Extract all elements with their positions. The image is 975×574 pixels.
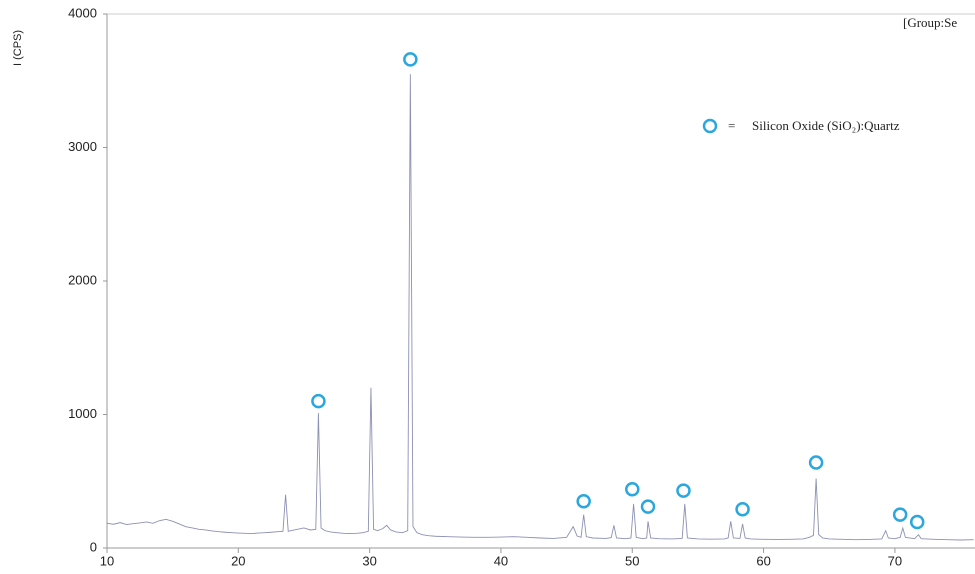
x-tick-label: 40 xyxy=(494,553,508,568)
phase-marker xyxy=(576,494,591,509)
y-tick-label: 2000 xyxy=(68,272,97,287)
y-tick-label: 4000 xyxy=(68,5,97,20)
phase-marker xyxy=(892,507,908,522)
y-tick-label: 1000 xyxy=(68,406,97,421)
phase-marker xyxy=(403,52,418,67)
y-tick-label: 0 xyxy=(90,539,97,554)
legend-label: Silicon Oxide (SiO₂):Quartz xyxy=(752,118,900,133)
chart-title: [Group:Se xyxy=(903,15,957,30)
phase-marker xyxy=(808,455,824,470)
x-tick-label: 60 xyxy=(756,553,770,568)
legend-symbol xyxy=(702,118,718,134)
x-tick-label: 20 xyxy=(231,553,245,568)
x-tick-label: 30 xyxy=(362,553,376,568)
phase-marker xyxy=(640,499,656,514)
x-tick-label: 50 xyxy=(625,553,639,568)
phase-marker xyxy=(909,514,925,530)
phase-marker xyxy=(311,393,326,409)
phase-marker xyxy=(735,502,750,517)
legend-separator: = xyxy=(728,118,735,133)
phase-marker xyxy=(676,483,691,498)
x-tick-label: 70 xyxy=(888,553,902,568)
phase-marker xyxy=(625,482,640,497)
y-tick-label: 3000 xyxy=(68,139,97,154)
y-axis-label: I (CPS) xyxy=(12,30,24,66)
x-tick-label: 10 xyxy=(100,553,114,568)
pattern-line xyxy=(106,74,974,541)
